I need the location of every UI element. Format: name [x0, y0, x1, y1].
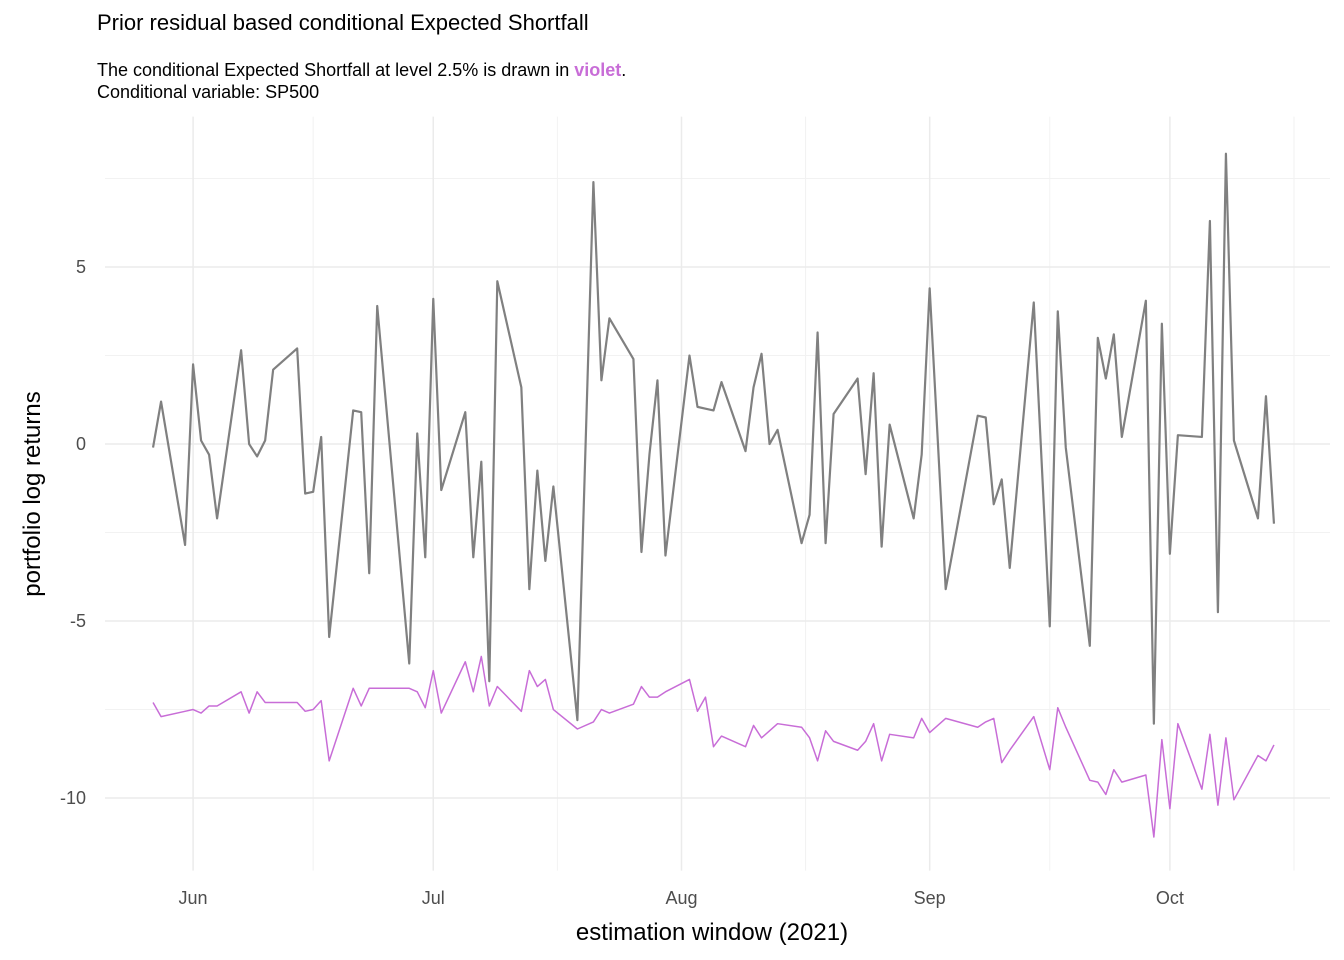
series-line	[152, 655, 1275, 838]
x-tick-label: Aug	[665, 888, 697, 908]
y-tick-label: -5	[70, 611, 86, 631]
x-axis-title: estimation window (2021)	[576, 919, 848, 946]
y-tick-label: 0	[76, 434, 86, 454]
y-tick-label: -10	[60, 788, 86, 808]
chart-subtitle: The conditional Expected Shortfall at le…	[97, 60, 626, 80]
y-tick-label: 5	[76, 257, 86, 277]
subtitle-part: .	[621, 60, 626, 80]
chart-title: Prior residual based conditional Expecte…	[97, 10, 589, 35]
subtitle-highlight: violet	[574, 60, 621, 80]
chart-subtitle-2: Conditional variable: SP500	[97, 82, 319, 102]
y-axis-title: portfolio log returns	[19, 391, 46, 596]
x-tick-label: Jun	[179, 888, 208, 908]
x-tick-label: Sep	[914, 888, 946, 908]
series-line	[151, 152, 1276, 725]
x-tick-label: Oct	[1156, 888, 1184, 908]
subtitle-part: The conditional Expected Shortfall at le…	[97, 60, 574, 80]
x-tick-label: Jul	[422, 888, 445, 908]
